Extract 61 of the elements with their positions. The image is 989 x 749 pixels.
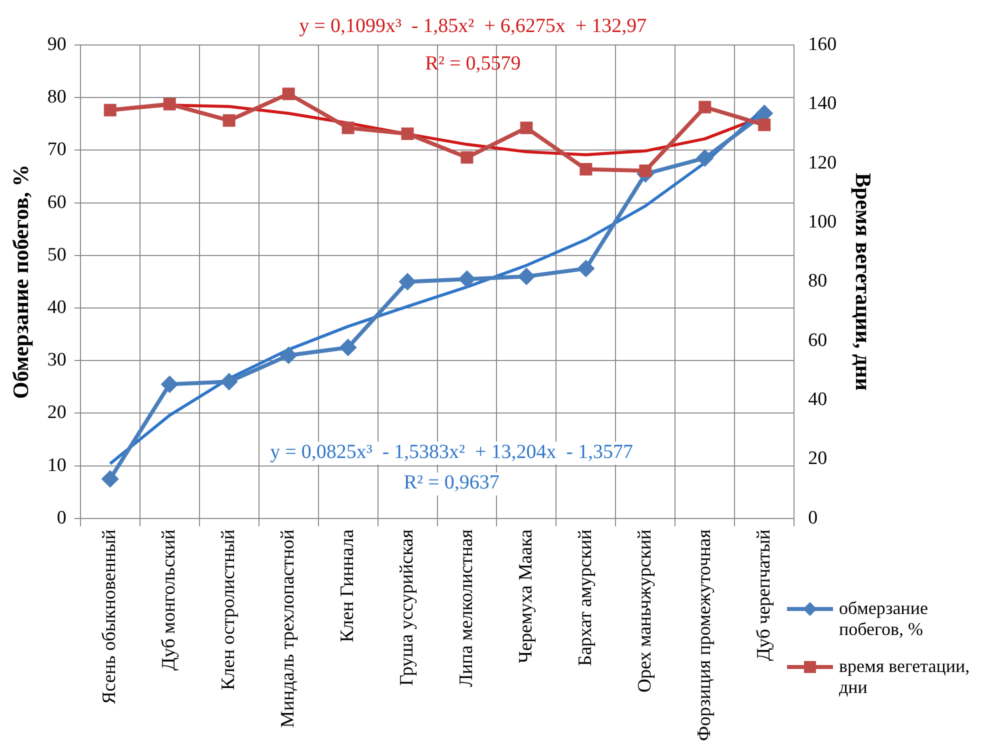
y-axis-title: Обмерзание побегов, % [8, 164, 33, 399]
x-tick-label: Миндаль трехлопастной [278, 529, 299, 728]
y-tick-label: 80 [47, 86, 66, 108]
y2-tick-label: 160 [808, 34, 837, 55]
point [460, 151, 474, 164]
x-tick-label: Бархат амурский [574, 529, 596, 666]
y2-tick-label: 20 [808, 448, 828, 470]
point [401, 128, 414, 140]
point [282, 88, 295, 100]
point [162, 376, 178, 392]
point [458, 271, 475, 288]
text: y = 0,1099x³ - 1,85x² + 6,6275x + 132,97 [299, 14, 647, 37]
x-tick-label: Липа мелколистная [456, 529, 477, 688]
y2-tick-label: 140 [808, 93, 837, 114]
point [222, 114, 236, 127]
point [342, 122, 354, 134]
y2-tick-label: 100 [808, 212, 837, 233]
annotation: R² = 0,5579 [425, 52, 521, 75]
y-tick-label: 40 [47, 296, 66, 318]
point [280, 347, 297, 364]
y2-tick-label: 80 [808, 270, 828, 292]
point [580, 163, 592, 176]
y2-tick-label: 120 [808, 152, 837, 174]
y-tick-label: 0 [56, 507, 66, 528]
point [639, 164, 652, 177]
annotation: y = 0,0825x³ - 1,5383x² + 13,204x - 1,3577 [270, 440, 633, 463]
point [163, 98, 176, 110]
annotation: R² = 0,9637 [404, 472, 500, 494]
point [104, 104, 116, 116]
point [518, 268, 534, 284]
x-tick-label: Форзиция промежуточная [694, 529, 715, 742]
x-tick-label: Клен Гиннала [337, 528, 358, 642]
y2-tick-label: 40 [808, 389, 828, 410]
x-tick-label: Дуб черепчатый [753, 529, 774, 661]
point [102, 470, 118, 487]
legend-label: обмерзание побегов, % [839, 598, 929, 640]
x-tick-label: Клен остролистный [218, 529, 240, 690]
point [221, 374, 238, 390]
point [520, 122, 533, 134]
y-tick-label: 10 [47, 454, 66, 476]
y-tick-label: 90 [47, 34, 66, 55]
point [340, 339, 356, 356]
x-tick-label: Ясень обыкновенный [99, 529, 120, 704]
x-tick-label: Груша уссурийская [396, 529, 418, 686]
y2-tick-label: 60 [808, 330, 828, 351]
point [400, 274, 416, 290]
legend-label: время вегетации, дни [839, 656, 971, 698]
y-tick-label: 70 [47, 139, 66, 160]
y-tick-label: 20 [47, 402, 66, 424]
y-tick-label: 30 [47, 350, 66, 371]
x-tick-label: Дуб монгольский [158, 529, 180, 670]
point [696, 150, 713, 166]
x-tick-label: Орех маньчжурский [634, 529, 656, 692]
point [758, 118, 771, 132]
x-tick-label: Черемуха Маака [515, 528, 536, 664]
point [698, 100, 712, 114]
y-tick-label: 60 [47, 192, 66, 213]
y2-axis-title: Время вегетации, дни [851, 172, 876, 391]
point [578, 260, 594, 277]
y-tick-label: 50 [47, 244, 66, 266]
y2-tick-label: 0 [808, 507, 818, 528]
